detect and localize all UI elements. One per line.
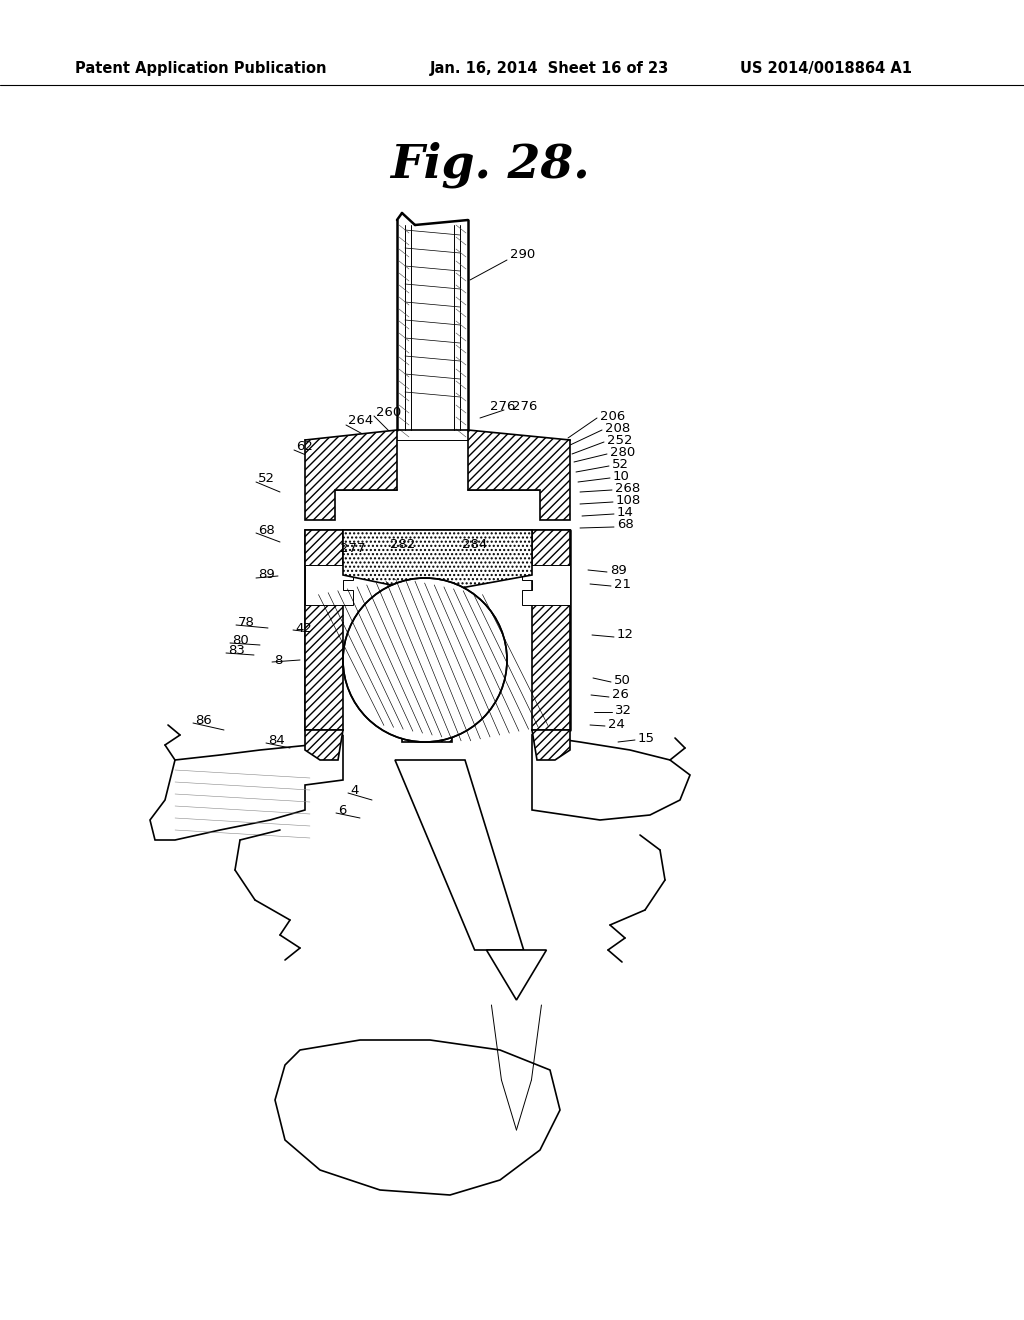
- Polygon shape: [275, 1040, 560, 1195]
- Text: 83: 83: [228, 644, 245, 656]
- Text: 80: 80: [232, 634, 249, 647]
- Text: 276: 276: [512, 400, 538, 412]
- Text: Jan. 16, 2014  Sheet 16 of 23: Jan. 16, 2014 Sheet 16 of 23: [430, 61, 670, 75]
- Text: 24: 24: [608, 718, 625, 730]
- Text: 8: 8: [274, 653, 283, 667]
- Polygon shape: [305, 531, 343, 730]
- Text: Patent Application Publication: Patent Application Publication: [75, 61, 327, 75]
- Text: 208: 208: [605, 421, 630, 434]
- Text: 108: 108: [616, 494, 641, 507]
- Text: 206: 206: [600, 409, 626, 422]
- Text: 52: 52: [258, 473, 275, 486]
- Text: 268: 268: [615, 482, 640, 495]
- Text: 32: 32: [615, 704, 632, 717]
- Text: US 2014/0018864 A1: US 2014/0018864 A1: [740, 61, 912, 75]
- Text: 50: 50: [614, 673, 631, 686]
- Polygon shape: [532, 730, 570, 760]
- Polygon shape: [305, 565, 353, 605]
- Polygon shape: [522, 565, 570, 605]
- Polygon shape: [395, 760, 523, 950]
- Polygon shape: [150, 735, 343, 840]
- Text: 290: 290: [510, 248, 536, 261]
- Circle shape: [343, 578, 507, 742]
- Polygon shape: [468, 430, 570, 520]
- Polygon shape: [532, 531, 570, 730]
- Text: 6: 6: [338, 804, 346, 817]
- Text: 12: 12: [617, 628, 634, 642]
- Polygon shape: [532, 735, 690, 820]
- Text: 15: 15: [638, 731, 655, 744]
- Polygon shape: [486, 950, 547, 1001]
- Text: 282: 282: [390, 539, 416, 552]
- Text: Fig. 28.: Fig. 28.: [390, 141, 590, 189]
- Text: 52: 52: [612, 458, 629, 470]
- Text: 62: 62: [296, 441, 313, 454]
- Text: 26: 26: [612, 689, 629, 701]
- Polygon shape: [402, 730, 452, 742]
- Text: 21: 21: [614, 578, 631, 590]
- Text: 284: 284: [462, 539, 487, 552]
- Text: 68: 68: [617, 519, 634, 532]
- Text: 264: 264: [348, 413, 374, 426]
- Text: 4: 4: [350, 784, 358, 796]
- Text: 277: 277: [340, 541, 366, 554]
- Text: 276: 276: [490, 400, 515, 412]
- Text: 14: 14: [617, 506, 634, 519]
- Text: 68: 68: [258, 524, 274, 536]
- Text: 42: 42: [295, 622, 312, 635]
- Text: 280: 280: [610, 446, 635, 458]
- Polygon shape: [305, 730, 343, 760]
- Text: 10: 10: [613, 470, 630, 483]
- Text: 86: 86: [195, 714, 212, 726]
- Text: 260: 260: [376, 405, 401, 418]
- Text: 252: 252: [607, 433, 633, 446]
- Text: 89: 89: [258, 569, 274, 582]
- Polygon shape: [343, 531, 532, 590]
- Text: 78: 78: [238, 615, 255, 628]
- Polygon shape: [305, 430, 397, 520]
- Text: 84: 84: [268, 734, 285, 747]
- Text: 89: 89: [610, 564, 627, 577]
